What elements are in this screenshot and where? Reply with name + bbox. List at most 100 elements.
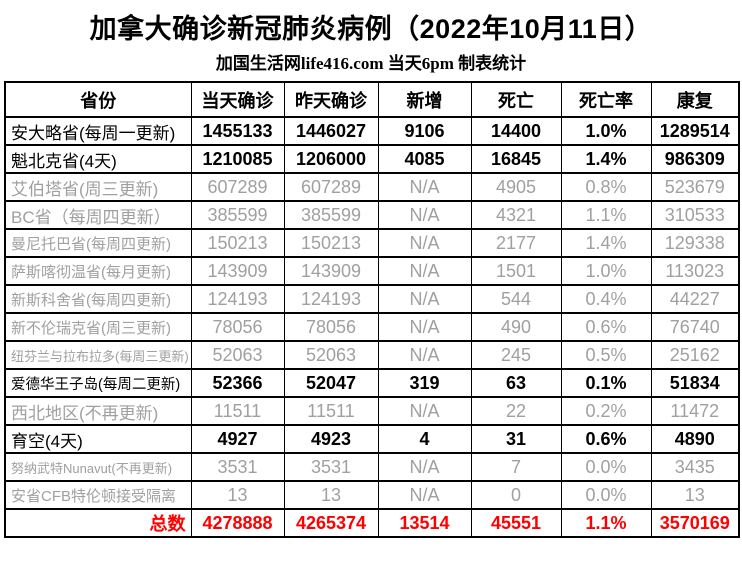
death-rate-cell: 0.6% [560,312,652,342]
new-cases-cell: 13514 [377,508,472,538]
deaths-cell: 4321 [470,200,562,230]
new-cases-cell: 319 [377,368,472,398]
recovered-cell: 51834 [650,368,740,398]
yesterday-confirmed-cell: 52047 [283,368,379,398]
table-body: 安大略省(每周一更新) 1455133 1446027 9106 14400 1.0% 12… [4,116,740,538]
yesterday-confirmed-cell: 1446027 [283,116,379,146]
death-rate-cell: 1.1% [560,508,652,538]
province-cell: BC省（每周四更新） [4,200,192,230]
new-cases-cell: 9106 [377,116,472,146]
recovered-cell: 76740 [650,312,740,342]
yesterday-confirmed-cell: 52063 [283,340,379,370]
table-header-row: 省份 当天确诊 昨天确诊 新增 死亡 死亡率 康复 [4,81,740,118]
death-rate-cell: 0.5% [560,340,652,370]
deaths-cell: 22 [470,396,562,426]
new-cases-cell: 4 [377,424,472,454]
province-cell: 新不伦瑞克省(周三更新) [4,312,192,342]
table-row: 新斯科舍省(每周四更新) 124193 124193 N/A 544 0.4% 44227 [4,284,740,314]
table-row: 育空(4天) 4927 4923 4 31 0.6% 4890 [4,424,740,454]
new-cases-cell: N/A [377,340,472,370]
today-confirmed-cell: 4278888 [190,508,285,538]
deaths-cell: 4905 [470,172,562,202]
today-confirmed-cell: 1455133 [190,116,285,146]
death-rate-cell: 1.1% [560,200,652,230]
deaths-cell: 31 [470,424,562,454]
yesterday-confirmed-cell: 124193 [283,284,379,314]
new-cases-cell: N/A [377,396,472,426]
death-rate-cell: 1.4% [560,228,652,258]
recovered-cell: 113023 [650,256,740,286]
page-subtitle: 加国生活网life416.com 当天6pm 制表统计 [215,54,527,73]
today-confirmed-cell: 52063 [190,340,285,370]
new-cases-cell: 4085 [377,144,472,174]
today-confirmed-cell: 4927 [190,424,285,454]
death-rate-cell: 0.8% [560,172,652,202]
province-cell: 曼尼托巴省(每周四更新) [4,228,192,258]
death-rate-cell: 0.2% [560,396,652,426]
province-cell: 新斯科舍省(每周四更新) [4,284,192,314]
province-cell: 安大略省(每周一更新) [4,116,192,146]
province-cell: 魁北克省(4天) [4,144,192,174]
death-rate-cell: 1.0% [560,256,652,286]
table-row: 爱德华王子岛(每周二更新) 52366 52047 319 63 0.1% 51834 [4,368,740,398]
total-row: 总数 4278888 4265374 13514 45551 1.1% 3570169 [4,508,740,538]
yesterday-confirmed-cell: 150213 [283,228,379,258]
deaths-cell: 544 [470,284,562,314]
province-cell: 爱德华王子岛(每周二更新) [4,368,192,398]
column-header-death-rate: 死亡率 [560,81,652,118]
death-rate-cell: 1.4% [560,144,652,174]
column-header-today-confirmed: 当天确诊 [190,81,285,118]
deaths-cell: 16845 [470,144,562,174]
province-cell: 艾伯塔省(周三更新) [4,172,192,202]
recovered-cell: 310533 [650,200,740,230]
recovered-cell: 1289514 [650,116,740,146]
today-confirmed-cell: 52366 [190,368,285,398]
deaths-cell: 14400 [470,116,562,146]
today-confirmed-cell: 13 [190,480,285,510]
yesterday-confirmed-cell: 13 [283,480,379,510]
yesterday-confirmed-cell: 11511 [283,396,379,426]
recovered-cell: 11472 [650,396,740,426]
recovered-cell: 4890 [650,424,740,454]
table-row: 纽芬兰与拉布拉多(每周三更新) 52063 52063 N/A 245 0.5% 25162 [4,340,740,370]
province-cell: 西北地区(不再更新) [4,396,192,426]
today-confirmed-cell: 11511 [190,396,285,426]
table-row: 努纳武特Nunavut(不再更新) 3531 3531 N/A 7 0.0% 3435 [4,452,740,482]
column-header-new-cases: 新增 [377,81,472,118]
deaths-cell: 1501 [470,256,562,286]
table-row: 曼尼托巴省(每周四更新) 150213 150213 N/A 2177 1.4% 12933… [4,228,740,258]
today-confirmed-cell: 78056 [190,312,285,342]
today-confirmed-cell: 150213 [190,228,285,258]
yesterday-confirmed-cell: 3531 [283,452,379,482]
table-row: 安省CFB特伦顿接受隔离 13 13 N/A 0 0.0% 13 [4,480,740,510]
new-cases-cell: N/A [377,480,472,510]
new-cases-cell: N/A [377,228,472,258]
death-rate-cell: 1.0% [560,116,652,146]
column-header-yesterday-confirmed: 昨天确诊 [283,81,379,118]
province-cell: 育空(4天) [4,424,192,454]
covid-cases-table: 省份 当天确诊 昨天确诊 新增 死亡 死亡率 康复 安大略省(每周一更新) 145… [4,81,740,538]
column-header-deaths: 死亡 [470,81,562,118]
deaths-cell: 63 [470,368,562,398]
death-rate-cell: 0.6% [560,424,652,454]
province-cell: 努纳武特Nunavut(不再更新) [4,452,192,482]
table-row: 萨斯喀彻温省(每月更新) 143909 143909 N/A 1501 1.0% 11302… [4,256,740,286]
table-row: 艾伯塔省(周三更新) 607289 607289 N/A 4905 0.8% 523679 [4,172,740,202]
deaths-cell: 0 [470,480,562,510]
yesterday-confirmed-cell: 143909 [283,256,379,286]
recovered-cell: 44227 [650,284,740,314]
province-cell: 纽芬兰与拉布拉多(每周三更新) [4,340,192,370]
recovered-cell: 986309 [650,144,740,174]
table-row: 魁北克省(4天) 1210085 1206000 4085 16845 1.4% 98630… [4,144,740,174]
recovered-cell: 25162 [650,340,740,370]
death-rate-cell: 0.1% [560,368,652,398]
death-rate-cell: 0.0% [560,480,652,510]
table-row: BC省（每周四更新） 385599 385599 N/A 4321 1.1% 310533 [4,200,740,230]
deaths-cell: 45551 [470,508,562,538]
today-confirmed-cell: 1210085 [190,144,285,174]
recovered-cell: 523679 [650,172,740,202]
new-cases-cell: N/A [377,312,472,342]
recovered-cell: 129338 [650,228,740,258]
yesterday-confirmed-cell: 385599 [283,200,379,230]
today-confirmed-cell: 385599 [190,200,285,230]
